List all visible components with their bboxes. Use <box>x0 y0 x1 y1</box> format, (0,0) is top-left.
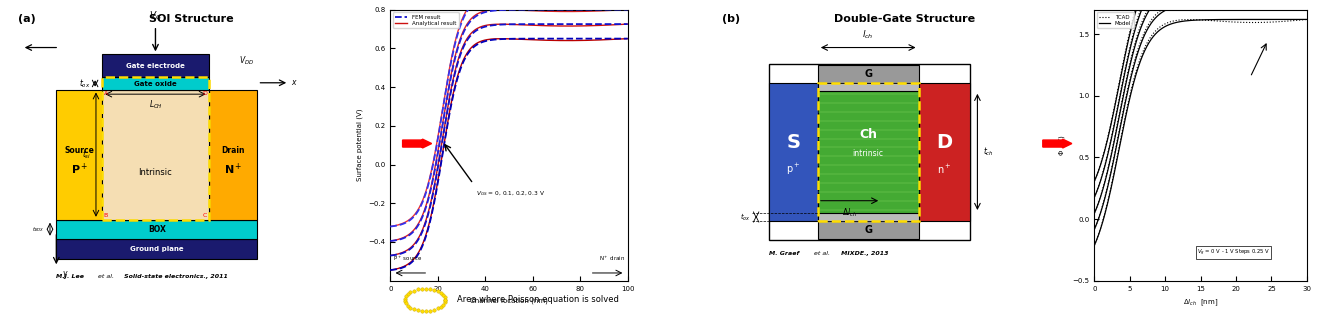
Text: P$^+$ source: P$^+$ source <box>392 254 422 263</box>
Text: $\Delta l_{ch}$: $\Delta l_{ch}$ <box>842 207 857 219</box>
Bar <box>57 90 102 220</box>
Bar <box>102 78 209 90</box>
X-axis label: Channel location (nm): Channel location (nm) <box>470 297 548 304</box>
Text: $t_{ch}$: $t_{ch}$ <box>983 146 994 158</box>
Bar <box>102 78 209 220</box>
Text: P$^+$: P$^+$ <box>70 162 88 177</box>
Bar <box>818 83 919 91</box>
Text: $t_{si}$: $t_{si}$ <box>82 148 91 161</box>
Text: M. Graef: M. Graef <box>770 251 801 256</box>
Text: $V_{DD}$: $V_{DD}$ <box>239 55 253 67</box>
Bar <box>770 83 818 221</box>
Text: $V_{GS}$ = 0, 0.1, 0.2, 0.3 V: $V_{GS}$ = 0, 0.1, 0.2, 0.3 V <box>475 190 545 198</box>
Bar <box>770 64 970 240</box>
Text: Drain: Drain <box>222 146 244 155</box>
Text: Gate electrode: Gate electrode <box>125 63 185 69</box>
Bar <box>102 90 209 220</box>
Text: (b): (b) <box>722 14 739 24</box>
Bar <box>818 91 919 213</box>
Text: D: D <box>202 91 207 96</box>
Bar <box>102 54 209 78</box>
Legend: FEM result, Analytical result: FEM result, Analytical result <box>393 12 458 28</box>
Text: A: A <box>104 91 108 96</box>
Text: $V_G$: $V_G$ <box>149 9 162 22</box>
Text: Intrinsic: Intrinsic <box>139 168 173 177</box>
Text: G: G <box>865 225 873 235</box>
Bar <box>919 83 970 221</box>
Text: $t_{ox}$: $t_{ox}$ <box>739 211 750 223</box>
Text: $V_g$ = 0 V - 1 V Steps 0.25 V: $V_g$ = 0 V - 1 V Steps 0.25 V <box>1197 247 1270 257</box>
Text: D: D <box>936 133 953 152</box>
Text: $t_{ox}$: $t_{ox}$ <box>79 77 91 90</box>
Text: BOX: BOX <box>148 225 166 234</box>
Y-axis label: $\Phi$  (V): $\Phi$ (V) <box>1057 134 1067 156</box>
Text: Double-Gate Structure: Double-Gate Structure <box>833 14 974 24</box>
Text: S: S <box>787 133 800 152</box>
Text: (a): (a) <box>17 14 36 24</box>
Text: B: B <box>104 213 108 219</box>
Text: $t_{BOX}$: $t_{BOX}$ <box>32 225 45 234</box>
Text: N$^+$ drain: N$^+$ drain <box>599 254 626 263</box>
Text: Solid-state electronics., 2011: Solid-state electronics., 2011 <box>123 274 228 279</box>
Bar <box>57 239 257 259</box>
Bar <box>818 83 919 221</box>
Text: C: C <box>203 213 207 219</box>
Bar <box>209 90 257 220</box>
Text: $L_{CH}$: $L_{CH}$ <box>149 99 162 111</box>
Text: Ground plane: Ground plane <box>131 246 183 252</box>
Text: $y$: $y$ <box>62 269 69 279</box>
Text: p$^+$: p$^+$ <box>787 162 801 177</box>
Text: Source: Source <box>65 146 94 155</box>
Y-axis label: Surface potential (V): Surface potential (V) <box>356 109 363 182</box>
Bar <box>818 213 919 221</box>
Text: SOI Structure: SOI Structure <box>149 14 234 24</box>
Legend: TCAD, Model: TCAD, Model <box>1097 12 1134 28</box>
Text: N$^+$: N$^+$ <box>224 162 243 177</box>
Text: Ch: Ch <box>859 128 878 141</box>
Bar <box>57 220 257 239</box>
X-axis label: $\Delta l_{ch}$  [nm]: $\Delta l_{ch}$ [nm] <box>1183 297 1218 308</box>
Text: et al.: et al. <box>98 274 114 279</box>
Text: intrinsic: intrinsic <box>853 149 883 158</box>
Bar <box>818 221 919 239</box>
Text: $l_{ch}$: $l_{ch}$ <box>862 28 874 41</box>
Text: MIXDE., 2013: MIXDE., 2013 <box>840 251 888 256</box>
Text: $x$: $x$ <box>290 78 297 87</box>
Text: n$^+$: n$^+$ <box>937 163 952 176</box>
Bar <box>818 65 919 83</box>
Text: Area where Poisson equation is solved: Area where Poisson equation is solved <box>457 295 619 304</box>
Text: Gate oxide: Gate oxide <box>135 81 177 86</box>
Text: M.J. Lee: M.J. Lee <box>57 274 86 279</box>
Text: et al.: et al. <box>813 251 829 256</box>
Text: G: G <box>865 69 873 79</box>
